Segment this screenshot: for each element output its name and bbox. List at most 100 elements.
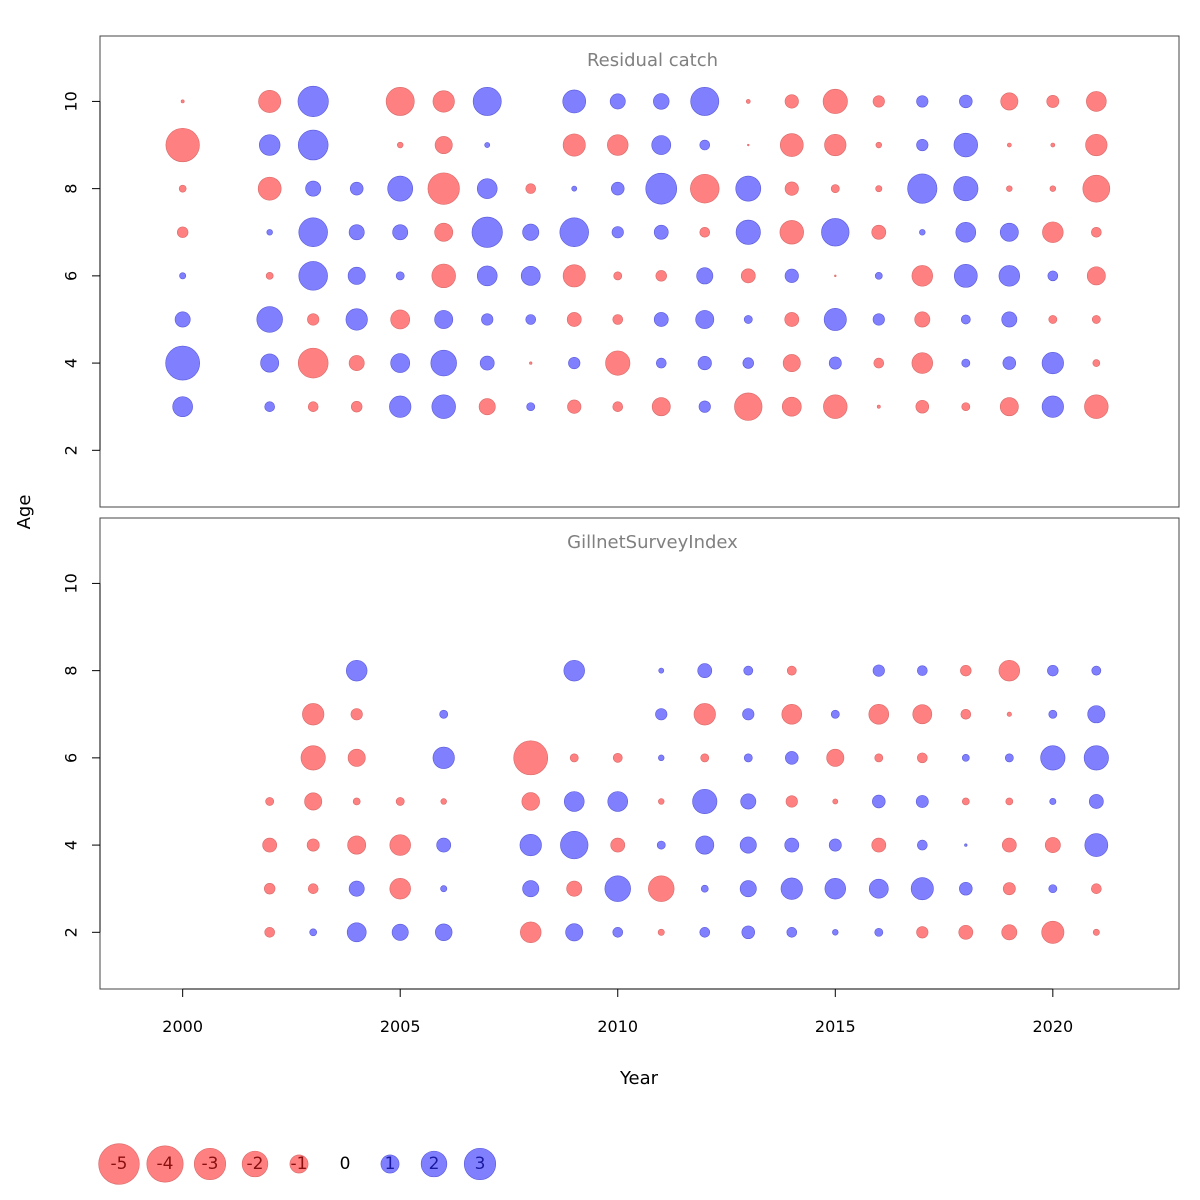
residual-bubble [916, 138, 929, 152]
residual-bubble [656, 840, 666, 850]
residual-bubble [955, 221, 977, 243]
residual-bubble [520, 921, 542, 943]
residual-bubble [178, 184, 187, 193]
residual-bubble [917, 752, 928, 764]
panel-2: GillnetSurveyIndex 2 4 6 8 10 [62, 517, 1180, 990]
residual-bubble [700, 884, 709, 893]
residual-bubble [653, 93, 670, 110]
residual-bubble [961, 358, 971, 368]
x-tick-label: 2005 [380, 1017, 421, 1036]
residual-bubble [915, 795, 929, 808]
residual-bubble [914, 311, 931, 328]
residual-bubble [823, 394, 848, 419]
residual-bubble [265, 272, 274, 280]
residual-bubble [1044, 837, 1061, 853]
residual-bubble [431, 263, 456, 289]
residual-bubble [1001, 311, 1018, 328]
residual-bubble [1085, 133, 1108, 157]
residual-bubble [567, 399, 582, 414]
residual-bubble [165, 127, 200, 163]
residual-bubble [605, 350, 631, 376]
residual-bubble [779, 220, 804, 245]
residual-bubble [309, 928, 318, 937]
residual-bubble [832, 929, 839, 936]
residual-bubble [917, 665, 928, 676]
residual-bubble [1091, 665, 1102, 676]
residual-bubble [1088, 794, 1104, 809]
y-tick-label: 10 [62, 91, 81, 111]
residual-bubble [349, 181, 364, 196]
residual-bubble [1049, 798, 1057, 805]
bubbles [165, 85, 1111, 421]
residual-bubble [611, 226, 624, 239]
x-tick-label: 2000 [162, 1017, 203, 1036]
residual-bubble [699, 139, 711, 151]
residual-bubble [562, 264, 586, 288]
legend-label: -2 [247, 1154, 264, 1174]
residual-bubble [832, 798, 839, 805]
residual-bubble [655, 708, 668, 721]
residual-bubble [569, 753, 579, 763]
residual-bubble [874, 753, 884, 763]
residual-bubble [432, 746, 455, 769]
residual-bubble [611, 181, 625, 196]
residual-bubble [1047, 664, 1059, 677]
residual-bubble [828, 356, 842, 370]
residual-bubble [960, 314, 971, 325]
residual-bubble [256, 306, 283, 333]
residual-bubble [300, 745, 326, 771]
residual-bubble [874, 927, 884, 937]
residual-bubble [351, 401, 363, 413]
residual-bubble [264, 927, 275, 938]
residual-bubble [828, 838, 842, 852]
residual-bubble [907, 173, 938, 204]
residual-bubble [958, 924, 974, 940]
residual-bubble [440, 885, 448, 893]
y-axis: 2 4 6 8 10 [62, 573, 101, 937]
residual-bubble [478, 398, 496, 416]
legend-label: -1 [291, 1154, 308, 1174]
residual-bubble [1092, 928, 1100, 936]
residual-bubble [385, 87, 415, 116]
residual-bubble [265, 797, 275, 806]
residual-bubble [434, 310, 454, 329]
x-tick-label: 2020 [1032, 1017, 1073, 1036]
residual-bubble [568, 357, 581, 370]
y-tick-label: 4 [62, 358, 81, 368]
legend-item: 3 [463, 1147, 497, 1181]
residual-bubble [179, 272, 187, 280]
panels-layer: Residual catch 2 4 6 8 10 GillnetSurveyIndex 2 4… [62, 35, 1180, 990]
residual-bubble [690, 173, 720, 204]
residual-bubble [1084, 394, 1109, 419]
residual-bubble [874, 272, 883, 280]
residual-bubble [834, 274, 837, 278]
residual-bubble [258, 134, 281, 156]
residual-bubble [698, 400, 711, 413]
residual-bubble [830, 184, 840, 194]
residual-bubble [830, 709, 840, 719]
residual-bubble [1047, 270, 1059, 282]
residual-bubble [1048, 884, 1058, 894]
residual-bubble [525, 183, 537, 194]
residual-bubble [653, 224, 669, 240]
residual-bubble [998, 265, 1021, 287]
legend-label: -3 [202, 1154, 219, 1174]
residual-bubble [392, 224, 409, 241]
residual-bubble [916, 95, 929, 108]
residual-bubble [612, 401, 624, 412]
residual-bubble [1084, 833, 1109, 857]
residual-bubble [1002, 356, 1017, 370]
residual-bubble [257, 176, 282, 201]
residual-bubble [872, 313, 885, 326]
residual-bubble [604, 875, 631, 902]
residual-bubble [559, 217, 589, 247]
residual-bubble [307, 313, 320, 326]
residual-bubble [1082, 174, 1111, 203]
residual-bubble [658, 798, 665, 805]
residual-bubble [347, 748, 366, 767]
residual-bubble [742, 357, 754, 369]
residual-bubble [513, 740, 549, 776]
residual-bubble [953, 176, 979, 202]
bubbles [262, 659, 1109, 944]
residual-bubble [612, 927, 624, 938]
